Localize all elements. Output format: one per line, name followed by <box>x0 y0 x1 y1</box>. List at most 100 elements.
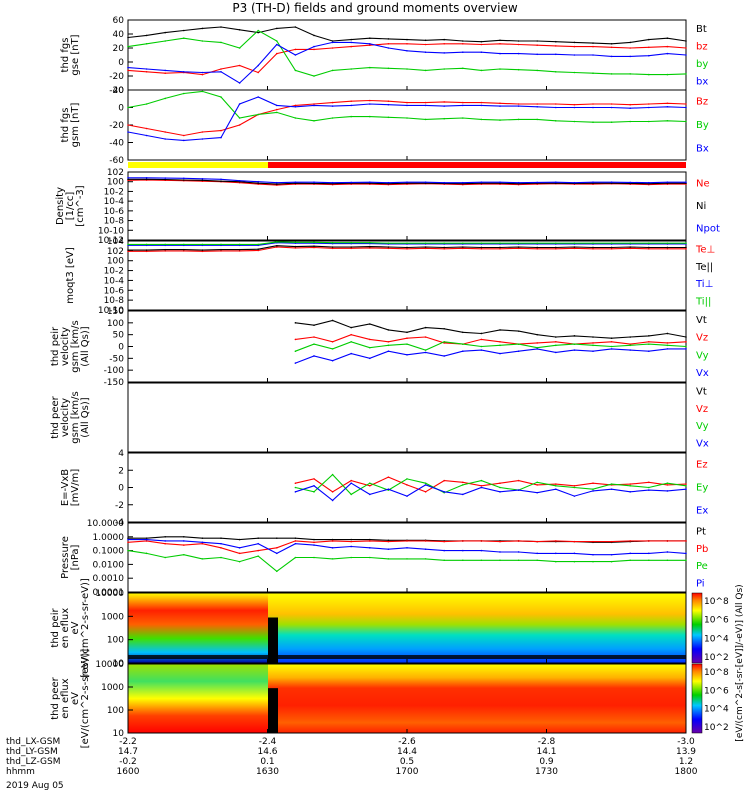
footer-row-label: thd_LX-GSM <box>6 737 60 747</box>
data-point <box>555 45 557 47</box>
data-point <box>164 31 166 34</box>
data-point <box>164 556 166 559</box>
data-point <box>331 538 334 541</box>
data-point <box>610 560 613 563</box>
ytick-label: 10-4 <box>104 197 125 207</box>
data-point <box>517 118 520 121</box>
legend-ne: Ne <box>696 178 710 189</box>
ytick-label: 1.0000 <box>93 533 125 543</box>
data-point <box>331 40 334 42</box>
panels-group: thd fgs gse [nT]6040200-20-40Btbzbybxthd … <box>50 16 720 748</box>
data-point <box>331 69 334 72</box>
series-bx <box>127 41 687 84</box>
data-point <box>127 106 129 109</box>
data-point <box>666 540 669 542</box>
data-point <box>145 249 148 251</box>
ylabel-line: [nPa] <box>70 544 81 570</box>
data-point <box>555 53 557 56</box>
data-point <box>350 479 353 482</box>
data-point <box>369 547 371 549</box>
data-point <box>685 40 687 42</box>
data-point <box>629 336 631 338</box>
data-point <box>648 540 650 542</box>
series-pe <box>127 550 686 572</box>
legend-vy: Vy <box>696 350 709 361</box>
data-point <box>536 348 538 350</box>
data-point <box>238 117 241 119</box>
data-point <box>350 181 353 184</box>
data-point <box>331 319 334 322</box>
data-point <box>499 181 501 183</box>
data-point <box>685 54 687 56</box>
data-point <box>573 560 576 563</box>
panel-ylabel: Density [1/cc] [cm^-3] <box>55 185 86 226</box>
data-point <box>499 43 501 45</box>
data-point <box>592 488 594 491</box>
data-point <box>276 570 278 573</box>
footer-value: 13.9 <box>676 747 696 757</box>
data-point <box>499 119 501 121</box>
ylabel-line: Pressure <box>60 536 71 579</box>
legend-bz: bz <box>696 41 708 52</box>
data-point <box>517 68 520 71</box>
data-point <box>592 242 594 244</box>
ylabel-line: thd fgs <box>60 38 71 73</box>
data-point <box>610 246 613 249</box>
ytick-label: 20 <box>113 86 125 96</box>
data-point <box>257 249 260 252</box>
data-point <box>443 105 446 107</box>
data-point <box>555 247 557 250</box>
data-point <box>313 245 315 247</box>
data-point <box>183 134 185 137</box>
data-point <box>443 38 446 41</box>
data-point <box>648 350 650 353</box>
data-point <box>573 349 576 351</box>
series-vz <box>295 334 687 345</box>
data-point <box>555 552 557 555</box>
ytick-label: 100 <box>107 178 124 188</box>
ytick-label: -100 <box>104 366 125 376</box>
data-point <box>406 558 408 560</box>
data-point <box>648 46 650 49</box>
data-point <box>592 103 594 105</box>
ylabel-line: thd peir <box>50 326 61 366</box>
data-point <box>648 247 650 250</box>
data-point <box>462 104 464 107</box>
data-point <box>685 559 687 562</box>
ytick-label: 10-4 <box>104 276 125 286</box>
data-point <box>406 246 408 249</box>
data-point <box>201 40 204 42</box>
data-point <box>462 67 464 70</box>
ytick-label: -20 <box>109 121 124 131</box>
data-point <box>592 482 594 484</box>
data-point <box>443 340 446 343</box>
data-point <box>629 246 631 248</box>
data-point <box>666 246 669 249</box>
legend-bx: bx <box>696 76 708 87</box>
data-point <box>610 181 613 183</box>
legend-te: Te|| <box>695 262 713 273</box>
data-point <box>424 336 427 338</box>
data-point <box>127 45 129 48</box>
data-point <box>648 38 650 41</box>
data-point <box>406 547 408 549</box>
data-point <box>257 182 260 184</box>
footer-value: 1600 <box>117 767 140 777</box>
data-point <box>238 64 241 67</box>
data-point <box>238 552 241 555</box>
data-point <box>145 540 148 542</box>
data-point <box>443 549 446 552</box>
data-point <box>666 559 669 562</box>
data-point <box>369 247 371 249</box>
data-point <box>573 103 576 106</box>
data-point <box>462 117 464 119</box>
colorbar-tick: 10^6 <box>704 616 729 626</box>
series-bz <box>127 43 687 76</box>
data-point <box>331 247 334 250</box>
data-point <box>648 343 650 345</box>
data-point <box>257 555 260 557</box>
data-point <box>555 484 557 487</box>
data-point <box>424 69 427 72</box>
ylabel-line: gsm [nT] <box>70 103 81 148</box>
data-point <box>648 103 650 105</box>
